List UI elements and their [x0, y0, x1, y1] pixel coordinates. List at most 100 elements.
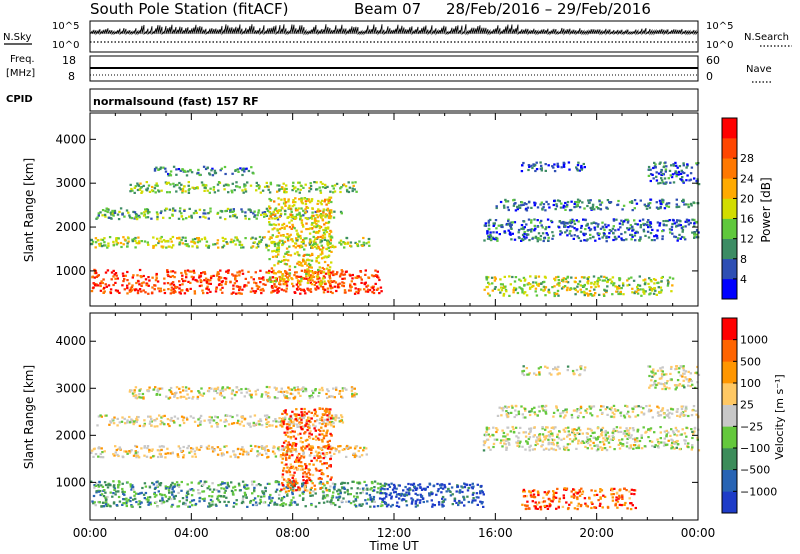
power-echo-cell [666, 202, 669, 205]
velocity-echo-cell [407, 482, 410, 486]
power-echo-cell [170, 240, 173, 243]
velocity-echo-cell [472, 497, 475, 500]
velocity-echo-cell [303, 485, 307, 488]
velocity-echo-cell [271, 450, 275, 453]
velocity-echo-cell [381, 500, 384, 503]
power-echo-cell [503, 275, 506, 278]
power-echo-cell [135, 215, 138, 218]
power-echo-cell [582, 276, 586, 279]
velocity-echo-cell [136, 415, 139, 419]
power-echo-cell [576, 198, 580, 201]
power-echo-cell [537, 275, 541, 278]
power-echo-cell [329, 190, 332, 193]
velocity-echo-cell [267, 420, 270, 424]
velocity-echo-cell [330, 414, 334, 417]
velocity-echo-cell [325, 452, 329, 456]
velocity-echo-cell [328, 412, 331, 415]
power-echo-cell [244, 188, 247, 191]
power-echo-cell [330, 200, 333, 204]
power-echo-cell [190, 270, 193, 273]
power-echo-cell [578, 199, 582, 202]
power-echo-cell [276, 247, 279, 250]
power-echo-cell [314, 219, 318, 222]
velocity-echo-cell [246, 505, 249, 508]
power-echo-cell [693, 231, 696, 234]
power-echo-cell [273, 244, 277, 248]
power-echo-cell [314, 231, 318, 234]
power-echo-cell [134, 239, 137, 242]
velocity-echo-cell [482, 449, 486, 452]
velocity-echo-cell [453, 497, 457, 500]
power-echo-cell [232, 239, 236, 242]
velocity-echo-cell [294, 418, 297, 421]
velocity-echo-cell [302, 386, 305, 389]
power-echo-cell [156, 184, 159, 187]
power-echo-cell [207, 244, 211, 247]
power-echo-cell [273, 283, 276, 286]
power-echo-cell [200, 272, 203, 275]
velocity-echo-cell [286, 492, 289, 495]
power-echo-cell [619, 292, 622, 296]
velocity-echo-cell [545, 447, 548, 450]
power-echo-cell [273, 217, 277, 220]
velocity-echo-cell [197, 418, 200, 421]
velocity-echo-cell [125, 497, 128, 500]
velocity-echo-cell [170, 505, 173, 508]
power-echo-cell [566, 200, 570, 204]
power-echo-cell [254, 237, 257, 240]
velocity-echo-cell [212, 419, 216, 422]
power-echo-cell [527, 229, 530, 232]
power-echo-cell [502, 204, 506, 207]
velocity-echo-cell [234, 489, 237, 492]
velocity-echo-cell [284, 411, 287, 414]
velocity-echo-cell [455, 501, 458, 504]
power-echo-cell [283, 187, 286, 190]
power-echo-cell [691, 231, 694, 234]
velocity-echo-cell [216, 497, 219, 500]
velocity-echo-cell [265, 452, 268, 455]
velocity-echo-cell [414, 502, 417, 505]
velocity-echo-cell [341, 396, 344, 399]
velocity-echo-cell [213, 448, 216, 451]
velocity-echo-cell [420, 495, 424, 498]
velocity-echo-cell [249, 499, 253, 503]
velocity-echo-cell [301, 498, 305, 501]
power-echo-cell [580, 276, 584, 279]
velocity-echo-cell [280, 461, 284, 464]
power-echo-cell [657, 286, 660, 289]
velocity-echo-cell [339, 489, 342, 492]
power-echo-cell [271, 234, 274, 237]
velocity-echo-cell [322, 429, 325, 432]
velocity-echo-cell [416, 504, 419, 507]
velocity-echo-cell [157, 387, 160, 390]
power-echo-cell [682, 164, 685, 167]
power-echo-cell [313, 245, 317, 248]
power-echo-cell [158, 290, 161, 293]
power-echo-cell [195, 279, 198, 282]
power-echo-cell [289, 254, 293, 257]
velocity-echo-cell [332, 491, 335, 494]
velocity-echo-cell [290, 427, 293, 430]
velocity-echo-cell [93, 501, 96, 504]
power-echo-cell [155, 166, 158, 169]
velocity-echo-cell [476, 483, 479, 486]
power-echo-cell [273, 249, 276, 252]
velocity-echo-cell [172, 495, 176, 498]
power-echo-cell [322, 277, 325, 280]
velocity-echo-cell [138, 389, 141, 392]
power-echo-cell [212, 188, 215, 191]
velocity-echo-cell [441, 497, 444, 500]
power-echo-cell [182, 218, 185, 221]
power-echo-cell [284, 274, 287, 277]
velocity-echo-cell [262, 447, 265, 450]
velocity-echo-cell [379, 488, 383, 491]
power-echo-cell [490, 276, 494, 279]
velocity-echo-cell [180, 489, 183, 492]
velocity-echo-cell [280, 488, 283, 491]
power-echo-cell [566, 281, 570, 284]
velocity-echo-cell [527, 432, 531, 435]
velocity-echo-cell [201, 490, 204, 493]
power-echo-cell [324, 183, 327, 186]
power-echo-cell [333, 190, 337, 193]
velocity-echo-cell [324, 425, 327, 428]
